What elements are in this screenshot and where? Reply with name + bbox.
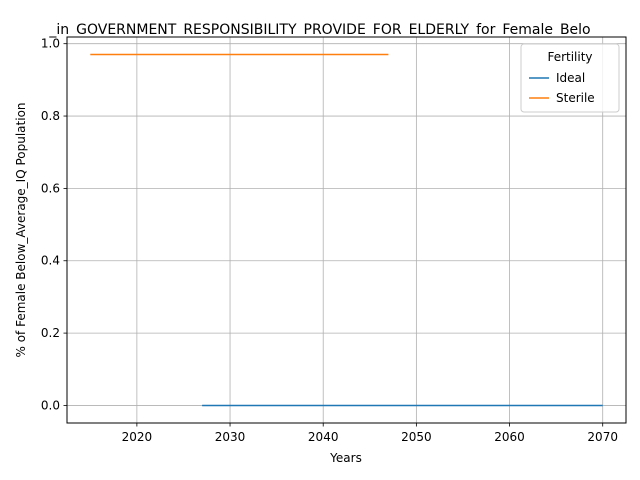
x-axis-label: Years bbox=[329, 451, 362, 465]
y-tick-label: 0.0 bbox=[41, 398, 60, 412]
plot-frame bbox=[66, 36, 627, 424]
series-layer bbox=[90, 53, 603, 407]
y-tick-label: 1.0 bbox=[41, 37, 60, 51]
y-tick-label: 0.6 bbox=[41, 181, 60, 195]
y-tick-label: 0.4 bbox=[41, 254, 60, 268]
x-tick-label: 2060 bbox=[494, 430, 525, 444]
x-tick-label: 2050 bbox=[401, 430, 432, 444]
legend: Fertility Ideal Sterile bbox=[520, 43, 620, 113]
legend-label-sterile: Sterile bbox=[556, 91, 595, 105]
x-axis: 2020 2030 2040 2050 2060 2070 bbox=[122, 423, 618, 444]
x-tick-label: 2070 bbox=[587, 430, 618, 444]
y-tick-label: 0.8 bbox=[41, 109, 60, 123]
legend-title: Fertility bbox=[547, 50, 592, 64]
y-tick-label: 0.2 bbox=[41, 326, 60, 340]
legend-label-ideal: Ideal bbox=[556, 71, 585, 85]
y-axis-label: % of Female Below_Average_IQ Population bbox=[14, 102, 28, 357]
x-tick-label: 2020 bbox=[122, 430, 153, 444]
legend-box bbox=[520, 43, 620, 113]
x-tick-label: 2030 bbox=[215, 430, 246, 444]
x-tick-label: 2040 bbox=[308, 430, 339, 444]
y-axis: 0.0 0.2 0.4 0.6 0.8 1.0 bbox=[41, 37, 67, 412]
chart-title: _in_GOVERNMENT_RESPONSIBILITY_PROVIDE_FO… bbox=[48, 22, 590, 38]
